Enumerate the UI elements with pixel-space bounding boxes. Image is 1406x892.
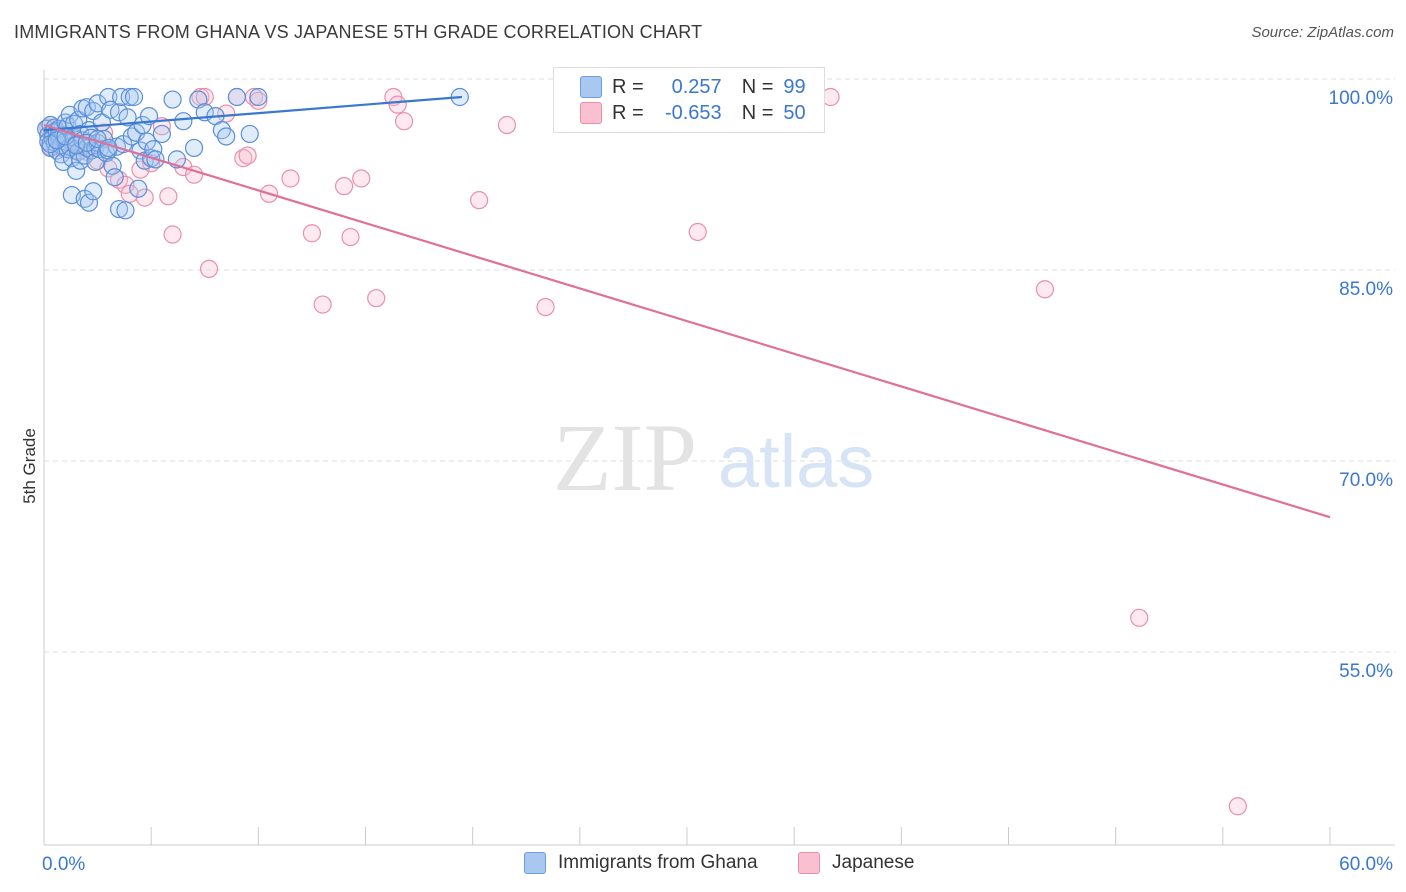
y-tick-labels: 55.0% 70.0% 85.0% 100.0%: [1329, 88, 1394, 682]
stats-legend: R = 0.257 N = 99 R = -0.653 N = 50: [553, 67, 825, 133]
point-ghana: [103, 156, 122, 175]
point-ghana: [184, 138, 204, 158]
point-ghana: [105, 168, 124, 187]
point-japanese: [120, 184, 139, 203]
point-ghana: [129, 179, 148, 198]
point-ghana: [227, 87, 246, 107]
watermark: ZIP atlas: [553, 404, 874, 511]
point-ghana: [120, 87, 139, 107]
legend-r-value: -0.653: [664, 101, 722, 124]
point-ghana: [116, 201, 135, 220]
y-tick-label: 55.0%: [1339, 661, 1393, 682]
legend-n-value: 50: [783, 101, 806, 124]
point-ghana: [109, 199, 129, 219]
point-japanese: [688, 222, 707, 242]
legend-swatch-japanese: [580, 102, 602, 124]
point-ghana: [109, 103, 129, 122]
x-tick-label: 0.0%: [42, 854, 85, 875]
watermark-zip: ZIP: [553, 404, 697, 511]
y-tick-label: 100.0%: [1329, 88, 1394, 109]
point-japanese: [497, 115, 517, 135]
point-japanese: [159, 187, 178, 206]
trend-lines: [43, 95, 1331, 519]
y-tick-label: 85.0%: [1339, 279, 1393, 300]
point-ghana: [47, 131, 66, 150]
bottom-legend-label-japanese: Japanese: [832, 852, 915, 873]
chart-title: IMMIGRANTS FROM GHANA VS JAPANESE 5TH GR…: [14, 22, 703, 42]
point-ghana: [137, 132, 156, 151]
y-tick-label: 70.0%: [1339, 470, 1393, 491]
legend-r-label: R =: [612, 75, 644, 98]
point-ghana: [133, 115, 152, 135]
point-japanese: [281, 169, 300, 188]
legend-swatch-ghana: [580, 76, 602, 98]
point-japanese: [367, 289, 386, 308]
legend-r-label: R =: [612, 101, 644, 124]
point-japanese: [334, 177, 354, 196]
legend-n-value: 99: [783, 75, 806, 98]
source-label: Source: ZipAtlas.com: [1251, 24, 1394, 41]
trend-line-japanese: [43, 123, 1331, 519]
point-japanese: [388, 95, 407, 114]
point-japanese: [394, 112, 414, 131]
point-japanese: [1130, 608, 1149, 627]
point-ghana: [79, 193, 99, 212]
legend-n-label: N =: [741, 75, 774, 98]
point-ghana: [84, 182, 103, 201]
point-japanese: [313, 295, 332, 314]
point-ghana: [124, 87, 144, 107]
point-japanese: [238, 146, 257, 165]
y-axis-label: 5th Grade: [20, 428, 39, 504]
x-tick-labels: 0.0% 60.0%: [42, 854, 1393, 875]
point-japanese: [1035, 280, 1055, 299]
point-japanese: [131, 160, 150, 179]
legend-row-ghana: R = 0.257 N = 99: [580, 74, 806, 100]
point-ghana: [217, 127, 236, 146]
point-ghana: [240, 124, 259, 144]
bottom-legend-label-ghana: Immigrants from Ghana: [558, 852, 758, 873]
point-japanese: [249, 91, 268, 110]
bottom-legend-ghana: Immigrants from Ghana: [524, 852, 758, 874]
trend-line-ghana: [43, 95, 463, 132]
point-japanese: [217, 104, 236, 123]
point-ghana: [67, 161, 86, 180]
point-ghana: [174, 112, 193, 131]
watermark-atlas: atlas: [718, 420, 874, 503]
legend-r-value: 0.257: [671, 75, 722, 98]
point-japanese: [302, 224, 322, 243]
axes: [43, 70, 1395, 846]
point-japanese: [536, 298, 555, 317]
point-ghana: [152, 124, 171, 144]
point-japanese: [163, 225, 182, 244]
point-ghana: [118, 108, 137, 127]
legend-n-label: N =: [741, 101, 774, 124]
point-ghana: [249, 87, 268, 107]
point-japanese: [469, 191, 489, 210]
x-tick-label: 60.0%: [1339, 854, 1393, 875]
point-ghana: [163, 90, 182, 109]
point-japanese: [352, 169, 371, 188]
bottom-legend-swatch-japanese: [798, 852, 820, 874]
bottom-legend-swatch-ghana: [524, 852, 546, 874]
point-japanese: [341, 227, 360, 247]
point-ghana: [67, 136, 86, 155]
legend-row-japanese: R = -0.653 N = 50: [580, 100, 806, 126]
point-japanese: [1228, 797, 1247, 816]
bottom-legend-japanese: Japanese: [798, 852, 914, 874]
point-japanese: [135, 188, 154, 207]
point-japanese: [199, 259, 219, 278]
